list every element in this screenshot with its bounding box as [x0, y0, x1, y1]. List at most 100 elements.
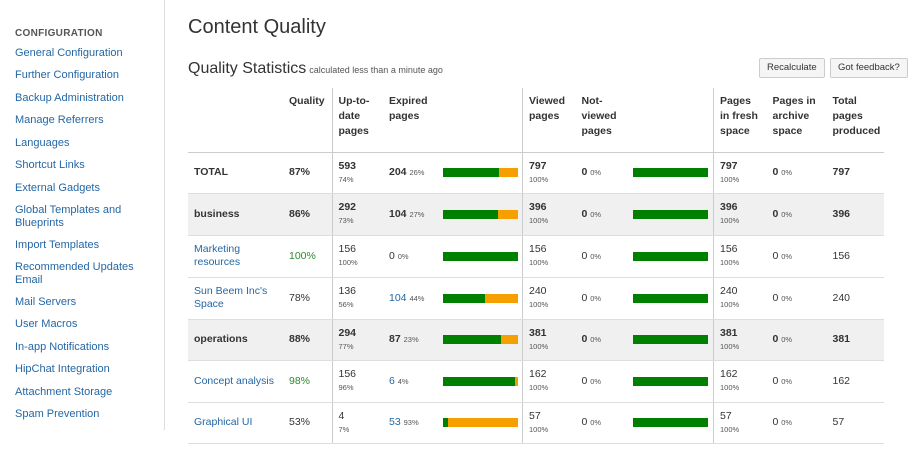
- viewed-count: 797: [529, 159, 547, 172]
- sidebar-item-global-templates-and-blueprints[interactable]: Global Templates and Blueprints: [15, 204, 122, 229]
- viewed-bar-cell: [628, 360, 714, 403]
- viewed: 240 100%: [529, 285, 572, 311]
- expired-progress-bar: [443, 335, 518, 344]
- fresh-cell: 381 100%: [713, 319, 767, 361]
- fresh-cell: 396 100%: [713, 193, 767, 236]
- fresh: 156 100%: [720, 243, 763, 269]
- expired-count: 87: [389, 333, 401, 345]
- notviewed-count: 0: [581, 333, 588, 345]
- expired-cell: 204 26%: [383, 152, 439, 194]
- table-row: Concept analysis 98% 156 96% 6 4% 162 100%…: [188, 360, 885, 403]
- sidebar-item-in-app-notifications[interactable]: In-app Notifications: [15, 341, 110, 353]
- uptodate-bar-segment: [443, 293, 485, 303]
- total-cell: 240: [826, 277, 885, 320]
- sidebar-item-languages[interactable]: Languages: [15, 137, 70, 149]
- uptodate-cell: 156 100%: [331, 235, 383, 278]
- expired-bar-segment: [485, 293, 518, 303]
- viewed-progress-bar: [632, 418, 708, 427]
- viewed-percent: 100%: [529, 424, 549, 434]
- archive-cell: 0 0%: [766, 360, 827, 403]
- uptodate-percent: 77%: [338, 341, 354, 351]
- viewed-count: 240: [529, 285, 547, 297]
- viewed-cell: 396 100%: [522, 193, 576, 236]
- expired-count: 204: [389, 166, 407, 178]
- archive-cell: 0 0%: [766, 402, 827, 444]
- expired-bar-segment: [501, 335, 518, 344]
- viewed-cell: 57 100%: [522, 402, 576, 444]
- space-name-cell: Graphical UI: [188, 402, 283, 444]
- archive-cell: 0 0%: [766, 235, 827, 278]
- row-label: TOTAL: [194, 166, 229, 178]
- total-value: 162: [832, 374, 851, 387]
- fresh-percent: 100%: [720, 383, 740, 392]
- expired-progress-bar: [443, 293, 518, 303]
- fresh-count: 797: [720, 159, 738, 172]
- sidebar-item-user-macros[interactable]: User Macros: [15, 318, 78, 330]
- sidebar-item-hipchat-integration[interactable]: HipChat Integration: [15, 363, 110, 375]
- sidebar-item-mail-servers[interactable]: Mail Servers: [15, 296, 77, 308]
- expired-count[interactable]: 104: [389, 291, 407, 304]
- viewed-count: 162: [529, 368, 547, 380]
- expired-count[interactable]: 6: [389, 374, 395, 387]
- space-link[interactable]: Marketing resources: [194, 243, 241, 268]
- notviewed-count: 0: [581, 249, 588, 262]
- fresh: 240 100%: [720, 285, 763, 311]
- fresh-count: 156: [720, 243, 738, 255]
- sidebar-item-backup-administration[interactable]: Backup Administration: [15, 92, 124, 104]
- uptodate: 593 74%: [339, 160, 380, 186]
- viewed-bar-cell: [628, 402, 714, 444]
- uptodate: 156 100%: [339, 243, 380, 269]
- viewed-percent: 100%: [529, 174, 549, 184]
- total-cell: 156: [826, 235, 885, 278]
- space-link[interactable]: Concept analysis: [194, 374, 274, 387]
- uptodate-cell: 294 77%: [331, 319, 383, 361]
- notviewed-percent: 0%: [590, 418, 602, 427]
- sidebar-item-attachment-storage[interactable]: Attachment Storage: [15, 386, 113, 398]
- archive-count: 0: [772, 207, 779, 220]
- notviewed-count: 0: [581, 374, 588, 387]
- expired-percent: 23%: [403, 335, 419, 344]
- viewed-progress-bar: [632, 168, 708, 177]
- archive-cell: 0 0%: [766, 193, 827, 236]
- archive-percent: 0%: [781, 209, 793, 219]
- space-link[interactable]: Sun Beem Inc's Space: [194, 285, 268, 310]
- sidebar-item-import-templates[interactable]: Import Templates: [15, 239, 100, 251]
- notviewed-count: 0: [581, 291, 588, 304]
- viewed-bar-segment: [632, 418, 708, 427]
- fresh-percent: 100%: [720, 174, 740, 184]
- recalculate-button[interactable]: Recalculate: [759, 58, 825, 78]
- sidebar-item-recommended-updates-email[interactable]: Recommended Updates Email: [15, 261, 134, 286]
- sidebar-item-further-configuration[interactable]: Further Configuration: [15, 69, 119, 81]
- sidebar-item-general-configuration[interactable]: General Configuration: [15, 47, 123, 59]
- sidebar-item-external-gadgets[interactable]: External Gadgets: [15, 182, 100, 194]
- viewed-bar-cell: [628, 235, 714, 278]
- expired-bar-cell: [439, 319, 523, 361]
- space-name-cell: business: [188, 193, 283, 236]
- sidebar-item-shortcut-links[interactable]: Shortcut Links: [15, 159, 85, 171]
- viewed-bar-cell: [628, 277, 714, 320]
- viewed-bar-cell: [628, 319, 714, 361]
- archive-count: 0: [772, 166, 779, 178]
- uptodate-count: 292: [338, 201, 357, 213]
- main-content: Content Quality Quality Statistics calcul…: [188, 0, 913, 450]
- viewed-progress-bar: [632, 335, 708, 344]
- viewed-progress-bar: [632, 209, 708, 219]
- sidebar-item-spam-prevention[interactable]: Spam Prevention: [15, 408, 100, 420]
- uptodate: 136 56%: [339, 285, 380, 311]
- expired-progress-bar: [443, 418, 518, 427]
- sidebar-item-manage-referrers[interactable]: Manage Referrers: [15, 114, 104, 126]
- viewed-percent: 100%: [529, 383, 549, 392]
- quality-value: 87%: [289, 166, 311, 178]
- archive-percent: 0%: [781, 335, 793, 344]
- uptodate-bar-segment: [443, 418, 448, 427]
- viewed-progress-bar: [632, 376, 708, 386]
- space-name-cell: Marketing resources: [188, 235, 283, 278]
- notviewed-count: 0: [581, 207, 588, 220]
- uptodate: 294 77%: [339, 327, 380, 353]
- expired-count[interactable]: 53: [389, 416, 401, 428]
- space-link[interactable]: Graphical UI: [194, 416, 253, 428]
- viewed-bar-segment: [632, 335, 708, 344]
- total-cell: 162: [826, 360, 885, 403]
- feedback-button[interactable]: Got feedback?: [830, 58, 908, 78]
- section-title: Quality Statistics calculated less than a…: [188, 60, 443, 78]
